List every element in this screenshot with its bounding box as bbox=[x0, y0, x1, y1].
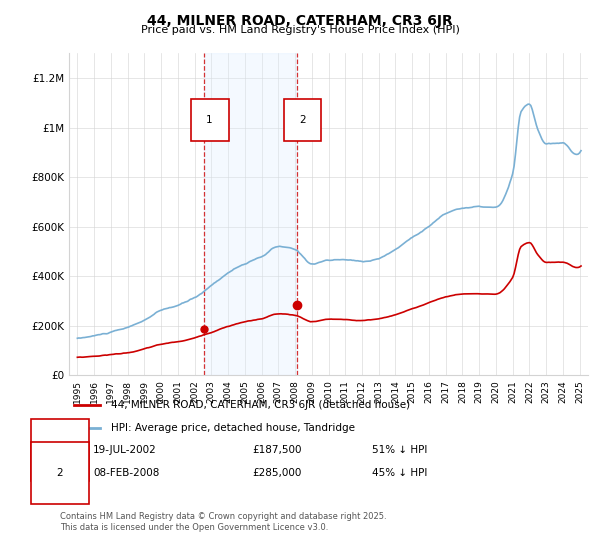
Text: Price paid vs. HM Land Registry's House Price Index (HPI): Price paid vs. HM Land Registry's House … bbox=[140, 25, 460, 35]
Text: 2: 2 bbox=[299, 115, 306, 125]
Text: 19-JUL-2002: 19-JUL-2002 bbox=[93, 445, 157, 455]
Text: 08-FEB-2008: 08-FEB-2008 bbox=[93, 468, 160, 478]
Text: 1: 1 bbox=[206, 115, 213, 125]
Text: Contains HM Land Registry data © Crown copyright and database right 2025.
This d: Contains HM Land Registry data © Crown c… bbox=[60, 512, 386, 532]
Text: HPI: Average price, detached house, Tandridge: HPI: Average price, detached house, Tand… bbox=[110, 423, 355, 433]
Text: 51% ↓ HPI: 51% ↓ HPI bbox=[372, 445, 427, 455]
Text: 2: 2 bbox=[56, 468, 64, 478]
Text: 45% ↓ HPI: 45% ↓ HPI bbox=[372, 468, 427, 478]
Bar bbox=[204, 53, 296, 375]
Text: 44, MILNER ROAD, CATERHAM, CR3 6JR (detached house): 44, MILNER ROAD, CATERHAM, CR3 6JR (deta… bbox=[110, 400, 410, 410]
Text: £187,500: £187,500 bbox=[252, 445, 302, 455]
Text: £285,000: £285,000 bbox=[252, 468, 301, 478]
Text: 1: 1 bbox=[56, 445, 64, 455]
Text: 44, MILNER ROAD, CATERHAM, CR3 6JR: 44, MILNER ROAD, CATERHAM, CR3 6JR bbox=[147, 14, 453, 28]
